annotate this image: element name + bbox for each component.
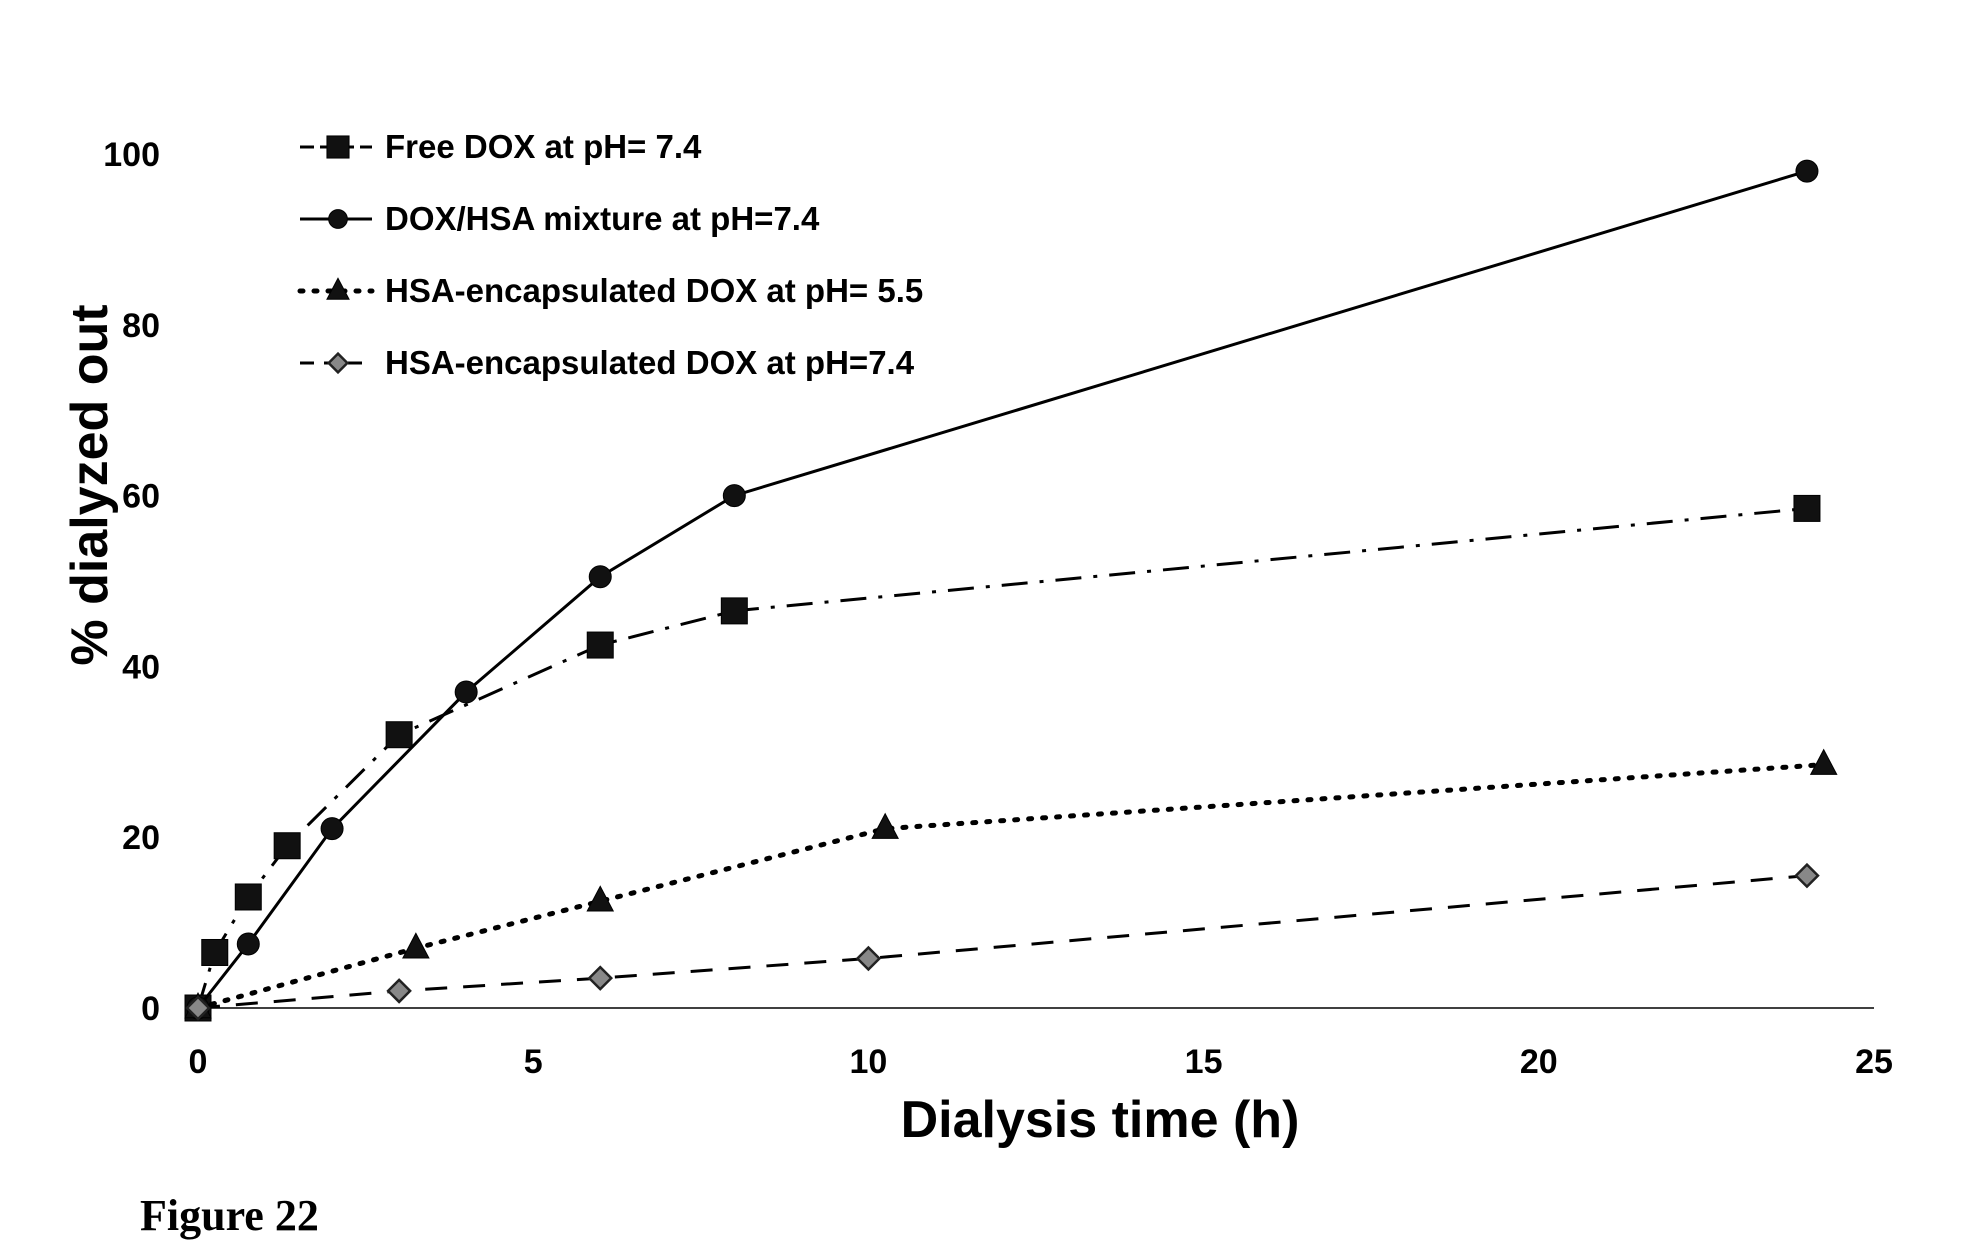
tick-labels: 0 5 10 15 20 25 0 20 40 60 80 100 [103, 136, 1893, 1081]
square-marker [201, 938, 229, 966]
legend: Free DOX at pH= 7.4 DOX/HSA mixture at pH… [297, 128, 923, 381]
triangle-marker [871, 812, 899, 839]
diamond-marker [855, 945, 882, 972]
legend-entry: DOX/HSA mixture at pH=7.4 [300, 200, 820, 237]
y-tick-label: 0 [141, 990, 160, 1028]
x-axis-title: Dialysis time (h) [901, 1091, 1300, 1149]
diamond-marker [326, 351, 350, 375]
series-line [196, 506, 1808, 1009]
circle-marker [236, 932, 260, 956]
diamond-marker [386, 978, 412, 1004]
square-marker [586, 631, 614, 659]
x-tick-label: 5 [524, 1043, 543, 1081]
x-tick-label: 10 [849, 1043, 887, 1081]
square-marker [326, 135, 350, 159]
x-tick-label: 0 [189, 1043, 208, 1081]
circle-marker [320, 817, 344, 841]
legend-entry: Free DOX at pH= 7.4 [300, 128, 702, 165]
y-tick-label: 60 [122, 478, 160, 516]
legend-entry: HSA-encapsulated DOX at pH=7.4 [300, 344, 915, 381]
legend-entry: HSA-encapsulated DOX at pH= 5.5 [297, 272, 923, 309]
square-marker [1793, 494, 1821, 522]
figure-caption: Figure 22 [140, 1191, 319, 1240]
triangle-marker [586, 885, 615, 912]
legend-label: DOX/HSA mixture at pH=7.4 [385, 200, 820, 237]
circle-marker [1795, 159, 1819, 183]
plot-area [184, 159, 1838, 1022]
diamond-marker [185, 995, 211, 1021]
triangle-marker [326, 277, 350, 300]
series-line [195, 762, 1827, 1011]
y-tick-label: 100 [103, 136, 160, 174]
y-tick-label: 80 [122, 307, 160, 345]
circle-marker [454, 680, 478, 704]
square-marker [385, 721, 413, 749]
y-axis-title: % dialyzed out [61, 304, 119, 665]
x-tick-label: 20 [1520, 1043, 1558, 1081]
legend-label: HSA-encapsulated DOX at pH= 5.5 [385, 272, 923, 309]
triangle-marker [1809, 748, 1838, 775]
triangle-marker [402, 932, 430, 959]
legend-label: Free DOX at pH= 7.4 [385, 128, 702, 165]
square-marker [234, 883, 262, 911]
series-4 [185, 862, 1820, 1021]
diamond-marker [1794, 862, 1820, 889]
x-tick-label: 25 [1855, 1043, 1893, 1081]
square-marker [273, 832, 301, 860]
y-tick-label: 20 [122, 819, 160, 857]
y-tick-label: 40 [122, 648, 160, 686]
x-tick-label: 15 [1185, 1043, 1223, 1081]
square-marker [720, 597, 748, 625]
circle-marker [328, 209, 348, 229]
circle-marker [588, 565, 612, 589]
series-3 [184, 748, 1838, 1019]
series-line [197, 874, 1808, 1010]
circle-marker [722, 484, 746, 508]
legend-label: HSA-encapsulated DOX at pH=7.4 [385, 344, 915, 381]
diamond-marker [587, 965, 614, 991]
